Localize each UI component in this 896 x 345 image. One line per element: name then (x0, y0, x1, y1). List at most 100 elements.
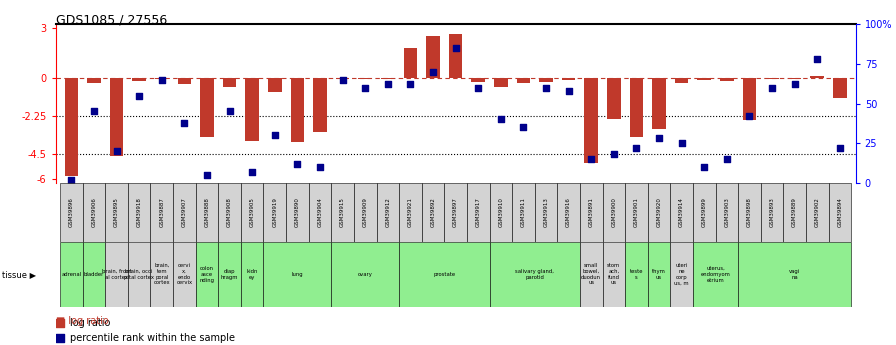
Bar (354, 183, 376, 242)
Point (485, 121, 499, 127)
Bar (105, 183, 128, 242)
Bar (376, 183, 399, 242)
Bar (200, 78, 214, 137)
Bar (177, 78, 191, 84)
Point (742, 114, 756, 119)
Bar (173, 241, 195, 307)
Point (200, 172, 214, 178)
Text: GSM39917: GSM39917 (476, 197, 481, 227)
Text: GSM39913: GSM39913 (544, 197, 548, 227)
Bar (422, 183, 444, 242)
Bar (290, 78, 304, 142)
Text: GDS1085 / 27556: GDS1085 / 27556 (56, 14, 167, 27)
Point (810, 56, 824, 62)
Bar (783, 183, 806, 242)
Point (109, 148, 124, 154)
Bar (811, 76, 824, 78)
Bar (105, 241, 128, 307)
Bar (241, 183, 263, 242)
Bar (557, 183, 580, 242)
Point (652, 136, 667, 141)
Bar (833, 78, 847, 98)
Bar (151, 241, 173, 307)
Point (719, 156, 734, 162)
Point (449, 45, 463, 51)
Text: GSM39920: GSM39920 (657, 197, 661, 227)
Bar (489, 241, 580, 307)
Text: GSM39892: GSM39892 (430, 197, 435, 227)
Text: GSM39896: GSM39896 (69, 197, 73, 227)
Text: GSM39895: GSM39895 (114, 197, 119, 227)
Bar (151, 183, 173, 242)
Text: GSM39921: GSM39921 (408, 197, 413, 227)
Bar (381, 78, 394, 79)
Text: GSM39910: GSM39910 (498, 197, 504, 227)
Bar (219, 241, 241, 307)
Text: GSM39887: GSM39887 (159, 197, 164, 227)
Point (245, 169, 259, 175)
Bar (332, 183, 354, 242)
Bar (513, 183, 535, 242)
Bar (743, 78, 756, 120)
Point (516, 125, 530, 130)
Text: brain, occi
pital cortex: brain, occi pital cortex (125, 269, 154, 280)
Text: GSM39909: GSM39909 (363, 197, 367, 227)
Text: GSM39904: GSM39904 (317, 197, 323, 227)
Bar (675, 78, 688, 83)
Bar (471, 78, 485, 81)
Bar (517, 78, 530, 83)
Bar (467, 183, 489, 242)
Text: GSM39897: GSM39897 (453, 197, 458, 227)
Bar (489, 183, 513, 242)
Bar (65, 78, 78, 176)
Bar (314, 78, 327, 132)
Point (788, 82, 802, 87)
Text: GSM39919: GSM39919 (272, 197, 277, 227)
Point (426, 69, 440, 75)
Bar (60, 241, 82, 307)
Bar (602, 241, 625, 307)
Text: ovary: ovary (358, 272, 373, 277)
Text: prostate: prostate (434, 272, 455, 277)
Text: GSM39912: GSM39912 (385, 197, 391, 227)
Bar (539, 78, 553, 81)
Bar (602, 183, 625, 242)
Point (607, 151, 621, 157)
Point (177, 120, 192, 125)
Text: GSM39915: GSM39915 (340, 197, 345, 227)
Bar (648, 241, 670, 307)
Text: GSM39888: GSM39888 (204, 197, 210, 227)
Bar (738, 241, 851, 307)
Bar (195, 183, 219, 242)
Bar (128, 241, 151, 307)
Bar (761, 183, 783, 242)
Bar (693, 183, 716, 242)
Bar (829, 183, 851, 242)
Bar (765, 78, 779, 79)
Bar (246, 78, 259, 141)
Point (562, 88, 576, 93)
Text: colon
asce
nding: colon asce nding (200, 266, 214, 283)
Bar (788, 78, 801, 79)
Bar (82, 183, 105, 242)
Point (313, 164, 327, 170)
Bar (580, 183, 602, 242)
Bar (625, 241, 648, 307)
Text: uteri
ne
corp
us, m: uteri ne corp us, m (675, 263, 689, 285)
Text: GSM39889: GSM39889 (792, 197, 797, 227)
Point (403, 82, 418, 87)
Bar (697, 78, 711, 80)
Point (697, 164, 711, 170)
Bar (580, 241, 602, 307)
Point (629, 145, 643, 151)
Bar (403, 48, 418, 78)
Bar (449, 34, 462, 78)
Text: GSM39911: GSM39911 (521, 197, 526, 227)
Point (584, 156, 599, 162)
Bar (173, 183, 195, 242)
Text: GSM39894: GSM39894 (838, 197, 842, 227)
Text: GSM39899: GSM39899 (702, 197, 707, 227)
Point (538, 85, 553, 90)
Bar (648, 183, 670, 242)
Text: brain,
tem
poral
cortex: brain, tem poral cortex (153, 263, 170, 285)
